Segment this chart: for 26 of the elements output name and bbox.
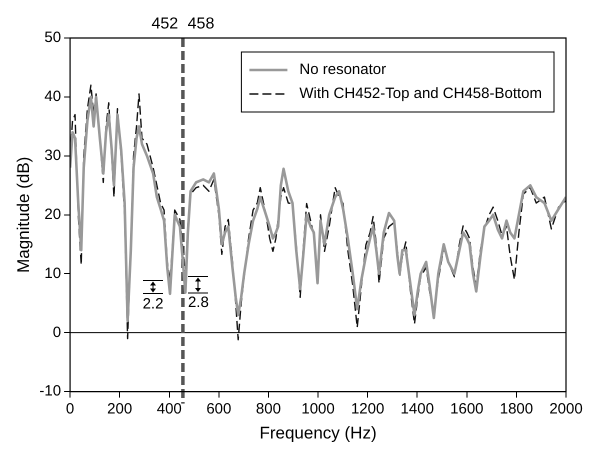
x-tick-label: 1200 — [350, 400, 384, 418]
y-tick-label: 20 — [44, 206, 62, 223]
x-tick-label: 1800 — [500, 400, 534, 418]
x-tick-label: 800 — [256, 400, 281, 418]
annotation: 2.2 — [142, 295, 164, 312]
x-tick-label: 1600 — [450, 400, 484, 418]
legend-label: With CH452-Top and CH458-Bottom — [299, 85, 542, 102]
y-tick-label: 30 — [44, 147, 62, 164]
y-tick-label: 40 — [44, 88, 62, 106]
ref-line-label: 452 — [151, 15, 178, 32]
y-tick-label: -10 — [39, 382, 62, 400]
x-tick-label: 2000 — [549, 400, 583, 418]
ref-line-label: 458 — [188, 15, 214, 32]
x-tick-label: 0 — [66, 400, 74, 418]
x-tick-label: 600 — [206, 400, 232, 418]
x-axis-title: Frequency (Hz) — [259, 423, 377, 442]
y-tick-label: 50 — [44, 29, 62, 46]
y-tick-label: 10 — [44, 264, 62, 282]
annotation: 2.8 — [188, 294, 209, 312]
x-tick-label: 1400 — [400, 400, 434, 418]
x-tick-label: 200 — [107, 400, 132, 418]
y-axis-title: Magnitude (dB) — [14, 156, 33, 273]
legend-label: No resonator — [299, 61, 386, 78]
x-tick-label: 400 — [156, 400, 182, 418]
x-tick-label: 1000 — [301, 400, 335, 418]
y-tick-label: 0 — [52, 324, 62, 341]
